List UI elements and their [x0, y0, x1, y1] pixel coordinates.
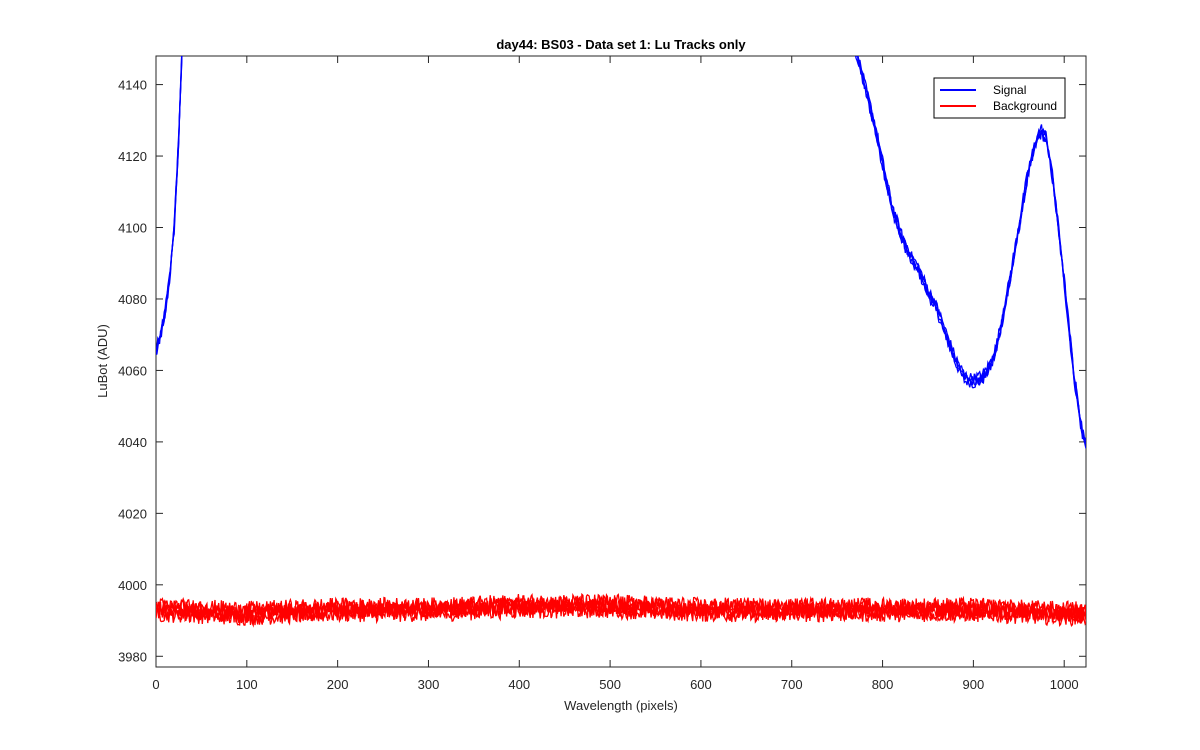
- series-line-signal: [156, 56, 183, 349]
- x-tick-label: 500: [599, 677, 621, 692]
- series-line-background: [156, 592, 1086, 619]
- series-background: [156, 592, 1086, 628]
- y-tick-label: 4020: [118, 506, 147, 521]
- y-tick-label: 4100: [118, 221, 147, 236]
- x-tick-label: 800: [872, 677, 894, 692]
- legend-label-background: Background: [993, 99, 1057, 113]
- legend-box: [933, 77, 1066, 119]
- series-layer: [156, 56, 1086, 628]
- x-axis: 0 100 200 300 400 500 600 700 800 900 1000: [152, 56, 1079, 692]
- x-tick-label: 400: [508, 677, 530, 692]
- y-tick-label: 4140: [118, 78, 147, 93]
- series-signal: [156, 56, 1086, 449]
- y-tick-label: 4040: [118, 435, 147, 450]
- x-tick-label: 200: [327, 677, 349, 692]
- x-tick-label: 300: [418, 677, 440, 692]
- y-axis-label: LuBot (ADU): [95, 324, 110, 398]
- x-tick-label: 700: [781, 677, 803, 692]
- series-line-signal: [856, 56, 1086, 444]
- y-tick-label: 3980: [118, 649, 147, 664]
- plot-area: [155, 55, 1087, 668]
- x-tick-label: 600: [690, 677, 712, 692]
- legend: Signal Background: [933, 77, 1066, 119]
- y-tick-label: 4060: [118, 363, 147, 378]
- x-tick-label: 900: [963, 677, 985, 692]
- x-tick-label: 0: [152, 677, 159, 692]
- x-axis-label: Wavelength (pixels): [564, 698, 678, 713]
- y-tick-label: 4080: [118, 292, 147, 307]
- y-tick-label: 4000: [118, 578, 147, 593]
- chart-title: day44: BS03 - Data set 1: Lu Tracks only: [496, 37, 746, 52]
- legend-label-signal: Signal: [993, 83, 1026, 97]
- y-axis: 3980 4000 4020 4040 4060 4080 4100 4120 4140: [118, 78, 1086, 664]
- x-tick-label: 1000: [1050, 677, 1079, 692]
- y-tick-label: 4120: [118, 149, 147, 164]
- x-tick-label: 100: [236, 677, 258, 692]
